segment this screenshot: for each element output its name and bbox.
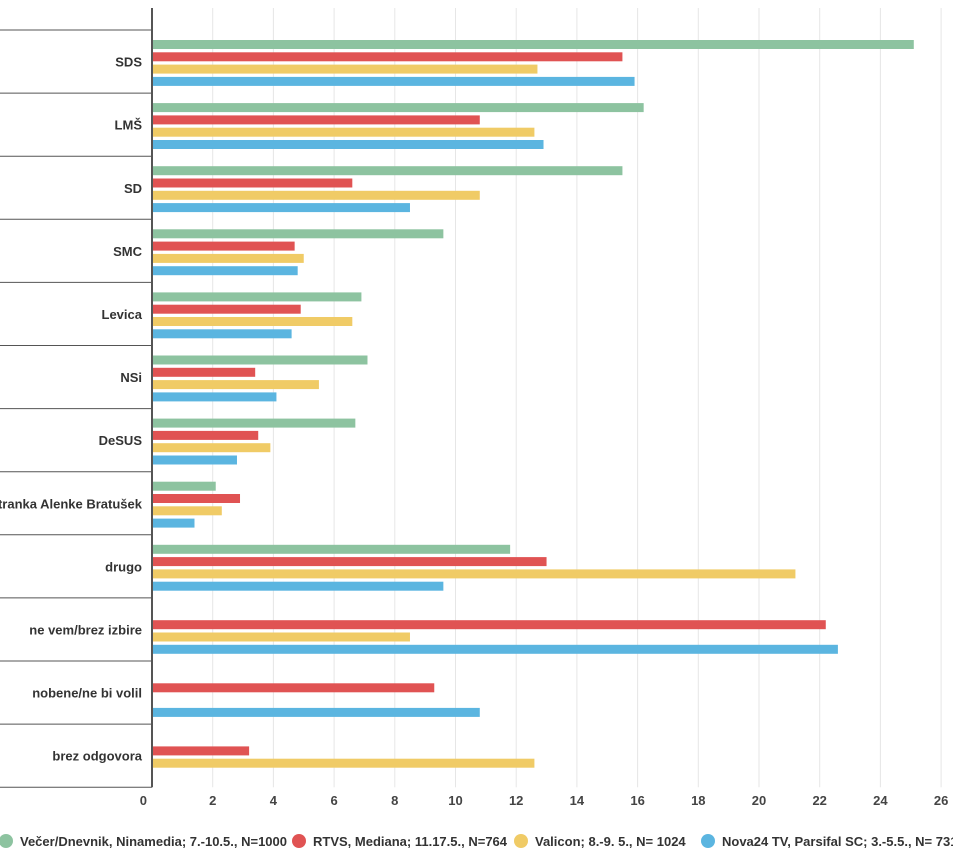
bar: [153, 40, 914, 49]
bar: [153, 76, 635, 86]
category-label: brez odgovora: [52, 749, 142, 764]
bar: [153, 569, 796, 579]
bar: [153, 632, 410, 642]
bar: [153, 203, 410, 213]
category-label: drugo: [105, 559, 142, 574]
x-tick-label: 10: [448, 793, 462, 808]
x-tick-label: 0: [140, 793, 147, 808]
x-tick-labels: 0 2 4 6 8 10 12 14 16 18 20 22 24 26: [140, 793, 949, 808]
legend-item: RTVS, Mediana; 11.17.5., N=764: [292, 834, 508, 849]
legend-item: Valicon; 8.-9. 5., N= 1024: [514, 834, 686, 849]
bar: [153, 127, 535, 137]
bar: [153, 166, 623, 176]
category-label: NSi: [120, 370, 142, 385]
bar: [153, 494, 241, 503]
category-label: Stranka Alenke Bratušek: [0, 496, 143, 511]
legend-item: Večer/Dnevnik, Ninamedia; 7.-10.5., N=10…: [0, 834, 287, 849]
bar: [153, 115, 480, 125]
legend: Večer/Dnevnik, Ninamedia; 7.-10.5., N=10…: [0, 834, 953, 849]
bar: [153, 317, 353, 326]
x-tick-label: 26: [934, 793, 948, 808]
legend-label: Valicon; 8.-9. 5., N= 1024: [535, 834, 686, 849]
category-label: SDS: [115, 55, 142, 70]
legend-marker: [514, 834, 528, 848]
legend-marker: [0, 834, 13, 848]
bar: [153, 455, 237, 465]
legend-label: Večer/Dnevnik, Ninamedia; 7.-10.5., N=10…: [20, 834, 287, 849]
legend-label: Nova24 TV, Parsifal SC; 3.-5.5., N= 731: [722, 834, 953, 849]
legend-marker: [701, 834, 715, 848]
bar: [153, 178, 353, 188]
bar: [153, 758, 535, 768]
bar: [153, 518, 195, 528]
bar: [153, 430, 259, 440]
bar: [153, 443, 271, 453]
bar: [153, 64, 538, 74]
category-label: SD: [124, 181, 142, 196]
x-tick-label: 12: [509, 793, 523, 808]
bar: [153, 644, 838, 654]
bar: [153, 292, 362, 302]
x-tick-label: 16: [630, 793, 644, 808]
gridlines: [212, 8, 942, 788]
bar: [153, 329, 292, 339]
bar: [153, 392, 277, 402]
x-tick-label: 18: [691, 793, 705, 808]
bar: [153, 557, 547, 567]
category-label: ne vem/brez izbire: [29, 622, 142, 637]
bar: [153, 544, 511, 554]
category-label: nobene/ne bi volil: [32, 686, 142, 701]
x-tick-label: 22: [812, 793, 826, 808]
bar: [153, 581, 444, 591]
bar: [153, 229, 444, 239]
x-tick-label: 14: [570, 793, 585, 808]
bar: [153, 418, 356, 428]
x-tick-label: 4: [270, 793, 278, 808]
x-tick-label: 20: [752, 793, 766, 808]
bar: [153, 707, 480, 717]
x-tick-label: 6: [330, 793, 337, 808]
bar: [153, 380, 319, 390]
bar: [153, 355, 368, 365]
category-separators: [0, 29, 152, 788]
bar: [153, 304, 301, 314]
x-tick-label: 2: [209, 793, 216, 808]
legend-item: Nova24 TV, Parsifal SC; 3.-5.5., N= 731: [701, 834, 953, 849]
x-tick-label: 24: [873, 793, 888, 808]
bar: [153, 506, 222, 516]
bar: [153, 620, 826, 630]
x-tick-label: 8: [391, 793, 398, 808]
bar: [153, 367, 256, 377]
bars: [153, 40, 914, 768]
bar: [153, 481, 216, 491]
category-label: Levica: [102, 307, 143, 322]
bar: [153, 103, 644, 113]
category-label: DeSUS: [99, 433, 143, 448]
bar: [153, 241, 295, 251]
bar: [153, 266, 298, 276]
bar: [153, 683, 435, 693]
legend-marker: [292, 834, 306, 848]
bar: [153, 52, 623, 62]
bar: [153, 140, 544, 149]
bar: [153, 746, 250, 756]
legend-label: RTVS, Mediana; 11.17.5., N=764: [313, 834, 508, 849]
bar: [153, 190, 480, 200]
category-label: LMŠ: [115, 118, 143, 133]
category-labels: SDS LMŠ SD SMC Levica NSi DeSUS Stranka Alenke …: [0, 55, 143, 764]
bar: [153, 253, 304, 263]
category-label: SMC: [113, 244, 143, 259]
